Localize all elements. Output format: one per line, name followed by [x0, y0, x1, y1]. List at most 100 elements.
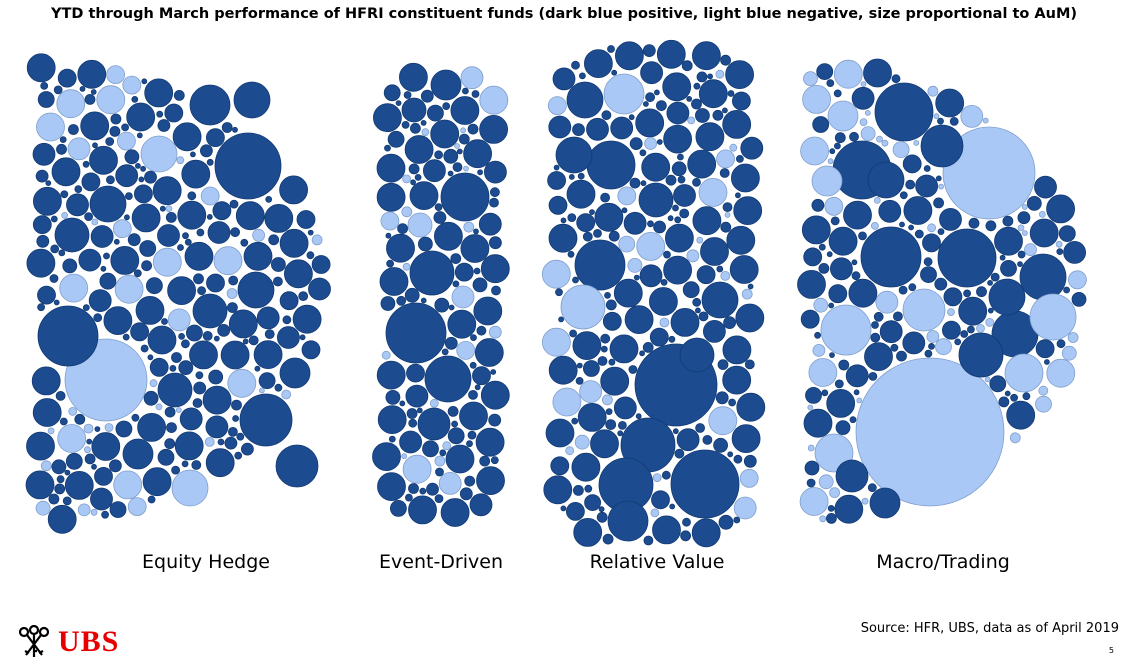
bubble-relative-value-154 [661, 470, 671, 480]
bubble-macro-trading-4 [937, 228, 997, 288]
bubble-macro-trading-149 [1063, 286, 1070, 294]
bubble-macro-trading-72 [935, 338, 952, 356]
bubble-equity-hedge-186 [197, 286, 207, 296]
bubble-equity-hedge-106 [122, 75, 142, 95]
bubble-equity-hedge-138 [221, 122, 233, 133]
bubble-macro-trading-167 [853, 389, 860, 396]
bubble-equity-hedge-48 [31, 366, 61, 396]
bubble-equity-hedge-97 [301, 340, 321, 360]
bubble-relative-value-202 [640, 180, 647, 187]
bubble-relative-value-91 [732, 91, 751, 111]
bubble-relative-value-72 [613, 396, 637, 420]
bubble-relative-value-101 [718, 514, 734, 530]
bubble-equity-hedge-268 [79, 86, 86, 92]
bubble-relative-value-179 [571, 417, 579, 425]
bubble-macro-trading-186 [1021, 204, 1028, 210]
bubble-macro-trading-90 [926, 330, 940, 343]
bubble-event-driven-113 [402, 262, 411, 271]
bubble-macro-trading-17 [827, 100, 859, 132]
bubble-relative-value-92 [716, 149, 735, 169]
bubble-event-driven-123 [473, 267, 481, 275]
bubble-relative-value-158 [692, 177, 701, 187]
bubble-equity-hedge-13 [157, 372, 193, 408]
bubble-equity-hedge-257 [90, 89, 97, 95]
bubble-relative-value-124 [691, 98, 702, 110]
bubble-macro-trading-105 [976, 286, 987, 298]
bubble-event-driven-80 [408, 163, 420, 175]
bubble-equity-hedge-23 [292, 304, 322, 334]
bubble-macro-trading-112 [868, 371, 878, 381]
bubble-relative-value-204 [643, 101, 649, 107]
bubble-macro-trading-69 [805, 386, 822, 404]
bubble-event-driven-103 [408, 418, 418, 428]
bubble-event-driven-101 [467, 430, 477, 440]
bubble-equity-hedge-139 [231, 399, 242, 411]
bubble-event-driven-83 [450, 253, 462, 265]
bubble-event-driven-2 [409, 250, 455, 296]
bubble-equity-hedge-192 [195, 371, 204, 380]
bubble-equity-hedge-96 [149, 357, 169, 377]
bubble-event-driven-7 [451, 285, 475, 309]
bubble-relative-value-40 [652, 515, 681, 545]
bubble-equity-hedge-118 [51, 459, 67, 475]
bubble-macro-trading-126 [867, 483, 877, 493]
bubble-equity-hedge-114 [99, 272, 117, 290]
bubble-equity-hedge-155 [193, 273, 204, 285]
bubble-event-driven-15 [377, 405, 407, 435]
bubble-equity-hedge-144 [311, 234, 323, 246]
bubble-equity-hedge-189 [53, 85, 63, 95]
bubble-equity-hedge-129 [35, 169, 49, 183]
bubble-relative-value-192 [600, 345, 608, 353]
bubble-equity-hedge-225 [184, 238, 192, 246]
bubble-equity-hedge-247 [92, 142, 98, 149]
bubble-macro-trading-154 [881, 139, 889, 147]
bubble-macro-trading-180 [829, 352, 835, 359]
bubble-event-driven-133 [420, 120, 427, 126]
bubble-event-driven-104 [403, 91, 412, 99]
bubble-equity-hedge-159 [40, 460, 52, 472]
bubble-relative-value-211 [576, 362, 583, 369]
bubble-equity-hedge-56 [228, 309, 258, 339]
bubble-event-driven-62 [417, 236, 433, 252]
bubble-macro-trading-172 [935, 175, 942, 182]
bubble-relative-value-42 [663, 124, 692, 154]
bubble-relative-value-188 [696, 236, 704, 244]
bubble-equity-hedge-164 [191, 460, 202, 470]
bubble-macro-trading-159 [1038, 210, 1046, 218]
bubble-equity-hedge-136 [252, 228, 266, 242]
bubble-equity-hedge-126 [77, 503, 91, 517]
bubble-relative-value-108 [723, 316, 736, 330]
bubble-macro-trading-173 [860, 81, 867, 87]
bubble-event-driven-82 [401, 206, 413, 218]
bubble-macro-trading-88 [811, 198, 825, 212]
bubble-relative-value-125 [680, 530, 691, 542]
bubble-event-driven-105 [386, 259, 395, 268]
bubble-equity-hedge-51 [189, 340, 218, 370]
bubble-equity-hedge-230 [58, 249, 66, 257]
bubble-event-driven-122 [388, 435, 396, 443]
bubble-macro-trading-129 [871, 221, 879, 230]
bubble-equity-hedge-80 [276, 326, 300, 349]
category-label-event-driven: Event-Driven [379, 551, 503, 573]
bubble-event-driven-21 [460, 234, 490, 263]
bubble-macro-trading-20 [869, 487, 901, 519]
bubble-macro-trading-191 [851, 259, 858, 266]
bubble-relative-value-19 [726, 225, 756, 255]
bubble-macro-trading-114 [851, 271, 861, 281]
bubble-relative-value-166 [575, 376, 584, 385]
bubble-event-driven-108 [434, 203, 443, 212]
bubble-equity-hedge-4 [275, 444, 319, 488]
bubble-relative-value-199 [560, 217, 567, 224]
bubble-event-driven-55 [447, 427, 465, 445]
bubble-equity-hedge-47 [113, 470, 143, 500]
bubble-macro-trading-141 [871, 321, 879, 329]
bubble-relative-value-142 [674, 448, 685, 459]
bubble-equity-hedge-29 [64, 470, 94, 500]
bubble-equity-hedge-77 [115, 164, 139, 188]
bubble-macro-trading-40 [826, 388, 856, 418]
bubble-equity-hedge-62 [26, 248, 56, 278]
bubble-relative-value-63 [541, 259, 571, 289]
bubble-event-driven-61 [380, 296, 396, 311]
bubble-equity-hedge-244 [94, 426, 101, 433]
bubble-relative-value-10 [638, 182, 674, 218]
